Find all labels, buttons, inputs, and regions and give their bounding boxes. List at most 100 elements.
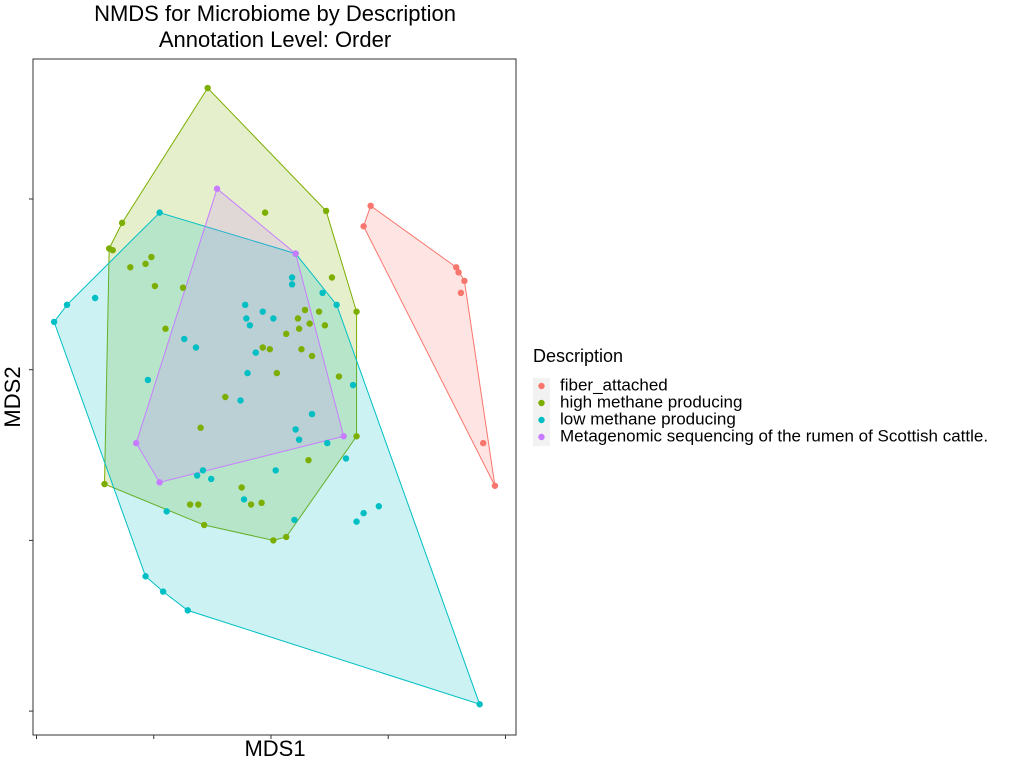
point — [118, 219, 126, 227]
point — [193, 472, 201, 479]
point — [181, 335, 188, 343]
point — [266, 346, 274, 353]
point — [453, 264, 460, 271]
point — [148, 253, 155, 261]
point — [360, 223, 367, 230]
point — [461, 277, 468, 285]
point — [283, 533, 290, 541]
legend-marker — [538, 382, 545, 390]
point — [283, 330, 290, 338]
hull — [135, 187, 345, 483]
point — [179, 284, 187, 291]
point — [292, 250, 299, 257]
point — [207, 475, 215, 483]
point — [241, 301, 249, 309]
point — [322, 207, 330, 215]
point — [306, 320, 313, 327]
point — [237, 397, 244, 404]
point — [132, 439, 140, 447]
legend-marker — [538, 416, 545, 424]
point — [288, 274, 296, 281]
point — [151, 282, 159, 290]
plot-border — [32, 58, 517, 736]
chart-title: NMDS for Microbiome by Description — [94, 1, 456, 26]
point — [349, 381, 357, 389]
point — [91, 294, 99, 302]
point-layer — [50, 84, 499, 708]
x-axis-label: MDS1 — [244, 736, 305, 761]
point — [204, 84, 211, 92]
point — [197, 424, 204, 431]
legend-label: fiber_attached — [560, 375, 668, 394]
point — [353, 433, 360, 440]
point — [353, 308, 360, 315]
point — [238, 484, 245, 491]
point — [156, 479, 163, 486]
point — [270, 315, 277, 322]
point — [273, 369, 281, 377]
point — [261, 209, 269, 216]
legend-label: high methane producing — [560, 392, 742, 411]
legend-marker — [538, 433, 545, 441]
point — [259, 344, 266, 351]
point — [159, 588, 167, 595]
point — [142, 260, 149, 268]
plot-area — [50, 84, 499, 708]
point — [333, 301, 340, 309]
point — [272, 467, 279, 474]
point — [324, 439, 331, 447]
point — [479, 439, 487, 447]
point — [308, 410, 316, 418]
point — [360, 509, 367, 517]
point — [258, 499, 265, 507]
point — [163, 508, 170, 515]
legend-marker — [538, 399, 545, 407]
point — [308, 352, 316, 360]
point — [144, 376, 152, 384]
point — [50, 318, 58, 326]
point — [328, 274, 336, 281]
hull — [53, 212, 481, 706]
point — [156, 209, 163, 216]
point — [375, 503, 383, 510]
point — [127, 264, 134, 271]
point — [335, 373, 343, 380]
point — [353, 518, 360, 525]
point — [295, 325, 303, 332]
point — [455, 269, 462, 276]
point — [367, 202, 374, 210]
legend-label: low methane producing — [560, 409, 736, 428]
point — [340, 433, 347, 440]
point — [294, 315, 302, 322]
point — [222, 393, 229, 401]
point — [252, 349, 259, 356]
point — [244, 369, 251, 377]
point — [240, 496, 248, 503]
point — [476, 701, 483, 708]
point — [319, 289, 326, 297]
point — [109, 246, 116, 254]
point — [298, 346, 305, 353]
point — [246, 322, 254, 329]
point — [315, 308, 323, 315]
point — [270, 537, 277, 544]
point — [321, 322, 329, 329]
point — [342, 455, 350, 462]
point — [192, 344, 200, 351]
point — [186, 501, 194, 508]
point — [295, 436, 303, 443]
point — [162, 325, 169, 332]
point — [288, 281, 296, 288]
point — [301, 306, 309, 314]
point — [142, 573, 149, 580]
point — [184, 607, 191, 614]
point — [199, 467, 207, 474]
y-axis-label: MDS2 — [0, 366, 25, 427]
point — [213, 185, 221, 192]
point — [291, 516, 298, 524]
point — [457, 289, 465, 297]
legend-title: Description — [533, 346, 623, 366]
point — [101, 480, 108, 488]
